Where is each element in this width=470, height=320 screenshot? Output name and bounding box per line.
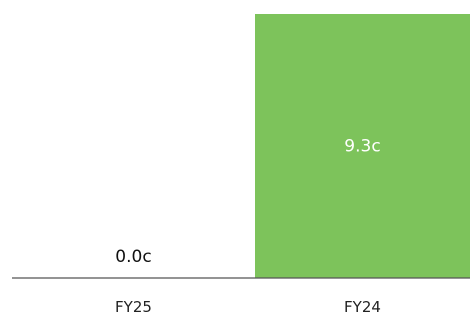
x-tick-labels: FY25 FY24 bbox=[115, 298, 381, 316]
x-tick-label-fy25: FY25 bbox=[115, 298, 152, 316]
bar-fy24 bbox=[255, 14, 470, 278]
x-tick-label-fy24: FY24 bbox=[344, 298, 381, 316]
bars-group: 0.0c 9.3c bbox=[115, 14, 470, 278]
data-label-fy25: 0.0c bbox=[115, 247, 151, 267]
data-label-fy24: 9.3c bbox=[344, 136, 380, 156]
